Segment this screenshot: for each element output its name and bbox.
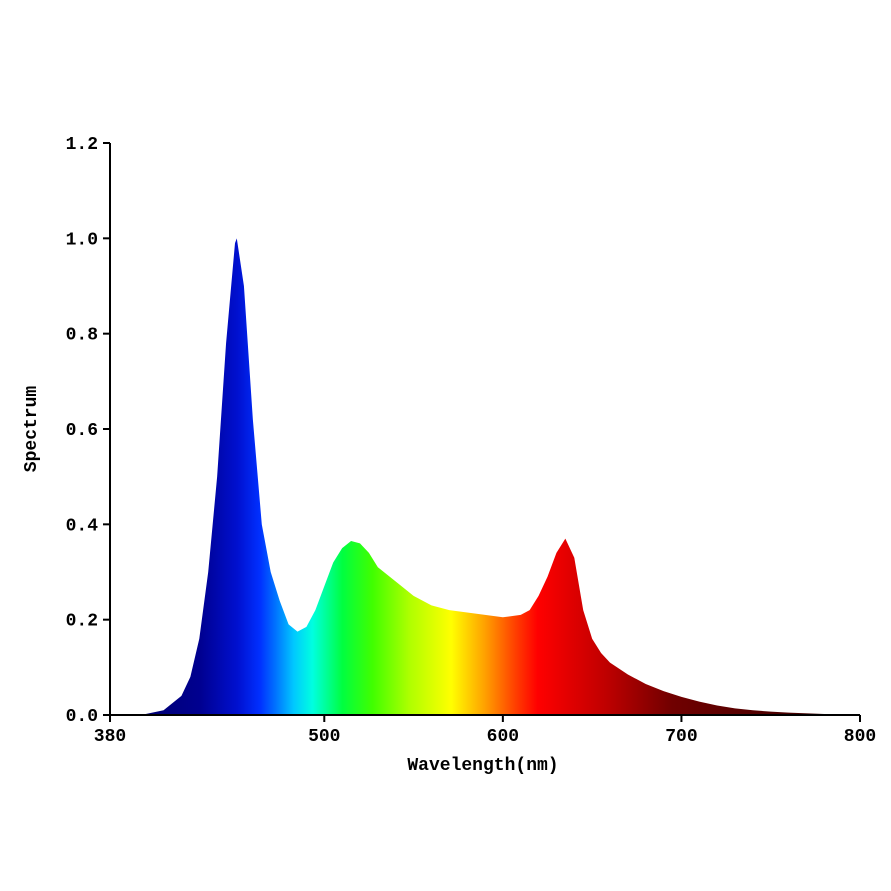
y-tick-label: 0.6: [66, 421, 98, 441]
x-tick-label: 600: [487, 727, 519, 747]
x-tick-label: 380: [94, 727, 126, 747]
x-tick-label: 700: [665, 727, 697, 747]
x-tick-label: 500: [308, 727, 340, 747]
x-tick-label: 800: [844, 727, 876, 747]
y-tick-label: 0.8: [66, 326, 98, 346]
y-axis-label: Spectrum: [22, 386, 42, 473]
y-tick-label: 1.2: [66, 135, 98, 155]
y-tick-label: 1.0: [66, 230, 98, 250]
spectrum-area: [110, 238, 860, 715]
y-tick-label: 0.0: [66, 707, 98, 727]
y-tick-label: 0.2: [66, 612, 98, 632]
y-tick-label: 0.4: [66, 516, 99, 536]
x-axis-label: Wavelength(nm): [407, 756, 558, 776]
